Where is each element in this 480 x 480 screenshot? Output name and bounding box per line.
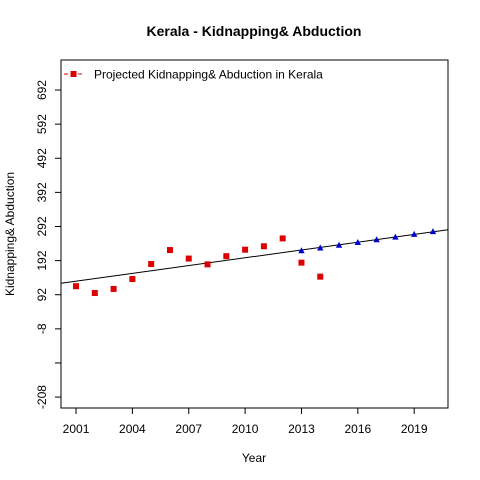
observed-point [260,243,267,250]
y-axis: -208 -8 92 192 292 392 492 592 692 [35,80,61,409]
projected-point [392,233,399,240]
x-axis-label: Year [242,451,266,465]
observed-point [91,290,98,297]
y-tick-label: -8 [35,323,49,334]
y-tick-label: 92 [35,288,49,302]
x-tick-label: 2010 [232,422,259,436]
x-tick-label: 2016 [344,422,371,436]
observed-point [204,261,211,268]
observed-point [317,273,324,280]
plot-area [60,59,449,409]
projected-point [335,241,343,248]
chart-title: Kerala - Kidnapping& Abduction [147,23,362,39]
observed-point [185,255,192,262]
projected-point [410,230,418,237]
projected-point [373,236,380,243]
observed-point [223,253,230,260]
y-tick-label: 192 [35,250,49,270]
x-axis: 2001 2004 2007 2010 2013 2016 2019 [63,408,428,436]
trend-layer [60,229,449,284]
observed-point [279,235,286,242]
x-tick-label: 2013 [288,422,315,436]
projected-point [298,247,305,254]
projected-point [354,239,362,246]
observed-point [148,261,155,268]
legend: Projected Kidnapping& Abduction in Keral… [64,68,323,82]
observed-point [73,283,80,290]
x-tick-label: 2019 [401,422,428,436]
legend-marker [70,71,77,77]
y-tick-label: 692 [35,80,49,100]
observed-point [298,259,305,266]
observed-point [166,247,173,254]
x-tick-label: 2004 [119,422,146,436]
y-tick-label: 492 [35,148,49,168]
observed-point [129,276,136,283]
points-layer [73,228,437,297]
projected-point [429,228,437,235]
x-tick-label: 2001 [63,422,90,436]
observed-point [110,285,117,292]
y-tick-label: 592 [35,114,49,134]
x-tick-label: 2007 [175,422,202,436]
y-axis-label: Kidnapping& Abduction [3,172,17,296]
y-tick-label: -208 [35,385,49,409]
y-tick-label: 292 [35,216,49,236]
legend-label: Projected Kidnapping& Abduction in Keral… [94,68,323,82]
projected-point [317,244,324,251]
y-tick-label: 392 [35,182,49,202]
observed-point [242,246,249,253]
trend-line [60,229,449,284]
